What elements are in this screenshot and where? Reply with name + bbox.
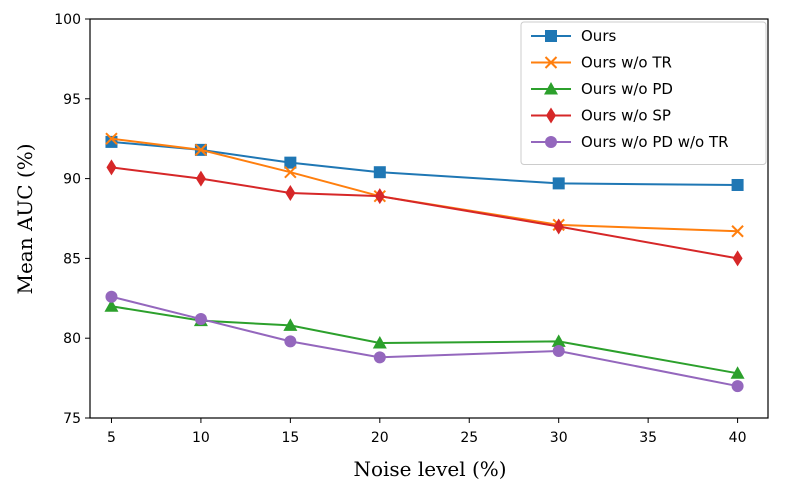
y-tick-label: 95 — [63, 92, 81, 108]
data-point-ours-w-o-pd — [551, 334, 566, 347]
x-tick-label: 35 — [639, 430, 657, 446]
x-tick-label: 30 — [550, 430, 568, 446]
data-point-ours-w-o-pd-w-o-tr — [373, 351, 386, 364]
legend-marker — [544, 56, 558, 69]
y-tick-label: 90 — [63, 172, 81, 188]
series-ours-w-o-sp — [106, 159, 743, 267]
data-point-ours-w-o-pd-w-o-tr — [552, 344, 565, 357]
legend-label: Ours — [581, 27, 616, 45]
x-tick-label: 10 — [192, 430, 210, 446]
data-point-ours-w-o-pd — [730, 366, 745, 379]
data-point-ours-w-o-pd-w-o-tr — [284, 335, 297, 348]
data-point-ours-w-o-pd-w-o-tr — [105, 290, 118, 303]
y-tick-label: 85 — [63, 251, 81, 267]
data-point-ours-w-o-sp — [732, 250, 743, 267]
legend-box — [520, 21, 767, 165]
legend-marker — [545, 30, 557, 42]
series-line-ours-w-o-sp — [111, 166, 738, 260]
data-point-ours-w-o-pd — [104, 299, 119, 312]
series-line-ours-w-o-tr — [111, 137, 738, 233]
data-point-ours-w-o-sp — [285, 184, 296, 201]
x-tick-label: 40 — [729, 430, 747, 446]
series-ours-w-o-tr — [105, 132, 744, 238]
series-line-ours-w-o-pd — [111, 305, 738, 375]
x-tick-label: 25 — [460, 430, 478, 446]
x-tick-label: 5 — [107, 430, 116, 446]
data-point-ours — [731, 178, 744, 191]
y-tick-label: 100 — [54, 12, 81, 28]
data-point-ours-w-o-tr — [194, 143, 208, 157]
legend-marker — [544, 82, 558, 95]
legend-item-ours-w-o-tr: Ours w/o TR — [531, 54, 672, 72]
legend-item-ours-w-o-pd-w-o-tr: Ours w/o PD w/o TR — [531, 133, 729, 151]
data-point-ours-w-o-pd — [283, 318, 298, 331]
y-tick-label: 80 — [63, 331, 81, 347]
data-point-ours — [373, 166, 386, 179]
data-point-ours-w-o-pd-w-o-tr — [194, 313, 207, 326]
legend-item-ours: Ours — [531, 27, 616, 45]
x-axis-label: Noise level (%) — [353, 457, 506, 481]
data-point-ours-w-o-sp — [553, 218, 564, 235]
legend-label: Ours w/o TR — [581, 54, 672, 72]
legend-label: Ours w/o PD — [581, 80, 673, 98]
data-point-ours-w-o-tr — [731, 225, 744, 238]
y-axis-label: Mean AUC (%) — [13, 143, 37, 294]
data-point-ours-w-o-sp — [106, 159, 117, 176]
x-tick-label: 20 — [371, 430, 389, 446]
data-point-ours-w-o-tr — [284, 166, 297, 179]
y-tick-label: 75 — [63, 411, 81, 427]
series-ours-w-o-pd — [104, 299, 745, 379]
data-point-ours-w-o-sp — [374, 188, 385, 205]
legend-item-ours-w-o-pd: Ours w/o PD — [531, 80, 673, 98]
data-point-ours-w-o-pd — [372, 335, 387, 349]
plot-frame — [89, 18, 769, 419]
data-point-ours-w-o-tr — [105, 132, 118, 145]
legend-marker — [545, 136, 557, 148]
series-ours-w-o-pd-w-o-tr — [105, 290, 744, 393]
x-tick-label: 15 — [281, 430, 299, 446]
data-point-ours — [284, 156, 297, 169]
data-point-ours — [552, 177, 565, 190]
legend-label: Ours w/o PD w/o TR — [581, 133, 729, 151]
legend-item-ours-w-o-sp: Ours w/o SP — [531, 107, 671, 125]
series-line-ours-w-o-pd-w-o-tr — [111, 295, 738, 388]
legend-label: Ours w/o SP — [581, 107, 671, 125]
data-point-ours-w-o-pd-w-o-tr — [731, 380, 744, 393]
data-point-ours-w-o-sp — [195, 170, 206, 187]
legend-marker — [546, 107, 556, 124]
